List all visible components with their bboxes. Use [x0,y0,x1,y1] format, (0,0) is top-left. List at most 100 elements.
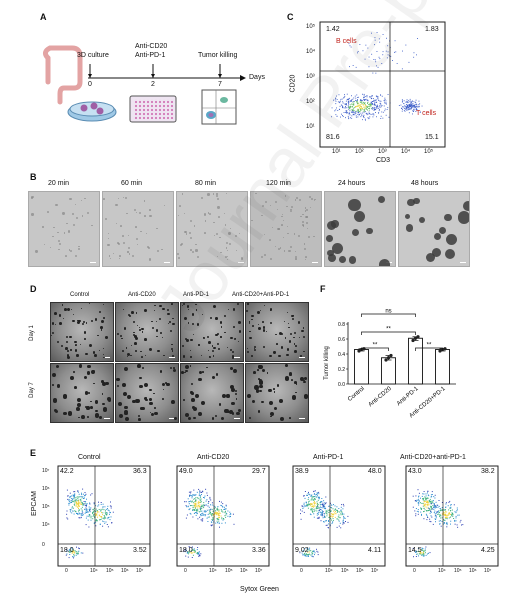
c-t-cells-label: T cells [416,110,437,117]
step-3-day: 7 [218,81,222,88]
c-xlabel: CD3 [376,157,391,164]
f-ytick-label: 0.8 [338,322,345,328]
e-quad-ul: 42.2 [60,468,74,475]
f-ytick-label: 0.2 [338,367,345,373]
c-ytick-3: 10³ [306,74,315,80]
e-plot-2: Anti-CD20 49.0 29.7 18.0 3.36 0 10⁴ 10⁵ 10⁶ 10⁷ [157,454,275,584]
e-plot-title: Anti-CD20 [197,454,230,461]
d-col-3: Anti-PD-1 [183,292,210,298]
e-quad-lr: 3.52 [133,547,147,554]
f-ytick-label: 0.6 [338,337,345,343]
f-significance-label: ** [373,343,378,349]
panel-a-label: A [40,12,47,22]
e-xtick: 10⁴ [438,568,446,574]
cd3-cd20-flow-plot [319,21,446,148]
e-xtick: 10⁷ [255,568,263,574]
e-plot-title: Control [78,454,101,461]
b-time-1: 20 min [48,180,70,187]
e-xtick: 10⁷ [484,568,492,574]
e-xtick: 10⁵ [106,568,114,574]
e-plot-title: Anti-PD-1 [313,454,344,461]
f-bar [381,357,396,385]
e-quad-ul: 49.0 [179,468,193,475]
f-ytick-label: 0.0 [338,382,345,388]
e-xtick: 10⁶ [469,568,477,574]
c-xtick-3: 10³ [378,149,387,155]
f-point [411,338,415,343]
d-tile-day7-anti-cd20 [115,363,179,423]
b-time-2: 60 min [121,180,143,187]
e-xtick: 10⁶ [121,568,129,574]
e-xtick: 10⁶ [240,568,248,574]
e-quad-ll: 14.5 [408,547,422,554]
f-point [443,347,447,351]
b-micrograph-4 [250,191,322,267]
e-flow-plot-svg [405,465,499,567]
c-xtick-2: 10² [355,149,364,155]
f-significance-bracket [361,331,416,335]
f-point [362,347,366,351]
f-significance-bracket [361,347,389,351]
e-ylabel: EPCAM [30,491,38,516]
f-point [384,358,388,362]
e-flow-plot-svg [57,465,151,567]
e-plot-4: Anti-CD20+anti-PD-1 43.0 38.2 14.5 4.25 0 10⁴ 1… [386,454,504,584]
c-quad-ul: 1.42 [326,26,340,33]
timeline-diagram [42,45,246,125]
e-flow-plot-svg [176,465,270,567]
e-xtick: 10⁴ [209,568,217,574]
panel-e-label: E [30,448,37,458]
c-quad-ll: 81.6 [326,134,340,141]
f-ylabel: Tumor killing [323,346,330,380]
e-xtick: 10⁵ [454,568,462,574]
panel-d-label: D [30,284,37,294]
c-xtick-5: 10⁵ [424,149,434,155]
e-plot-3: Anti-PD-1 38.9 48.0 9.02 4.11 0 10⁴ 10⁵ 10⁶ 10⁷ [273,454,391,584]
e-xtick: 10⁴ [90,568,98,574]
d-tile-day1-control [50,302,114,362]
e-xtick: 10⁷ [136,568,144,574]
f-point [389,353,393,358]
e-quad-ll: 18.0 [60,547,74,554]
b-micrograph-6 [398,191,470,267]
panel-c-label: C [287,12,294,22]
e-xtick: 0 [413,568,416,574]
step-1-day: 0 [88,81,92,88]
e-ytick: 0 [42,542,45,548]
c-b-cells-label: B cells [336,38,357,45]
d-tile-day7-combo [245,363,309,423]
f-significance-bracket [415,347,443,351]
f-category-label: Anti-PD-1 [396,386,420,408]
e-xtick: 10⁶ [356,568,364,574]
e-quad-ul: 43.0 [408,468,422,475]
f-point [416,335,420,339]
f-significance-label: ** [386,327,391,333]
step-1-name: 3D culture [77,52,109,59]
c-quad-ur: 1.83 [425,26,439,33]
d-row-2: Day 7 [28,382,35,398]
panel-a: 3D culture 0 Anti-CD20 Anti-PD-1 2 Tumor… [30,20,280,145]
c-quad-lr: 15.1 [425,134,439,141]
panel-c: 10⁵ 10⁴ 10³ 10² 10¹ 10¹ 10² 10³ 10⁴ 10⁵ … [289,14,460,164]
b-time-3: 80 min [195,180,217,187]
e-quad-ur: 29.7 [252,468,266,475]
e-quad-ll: 18.0 [179,547,193,554]
d-tile-day1-combo [245,302,309,362]
panel-f: 0.0 0.2 0.4 0.6 0.8 Control Anti-CD20 Anti-PD-1… [320,288,470,438]
e-xtick: 10⁷ [371,568,379,574]
c-ytick-5: 10⁵ [306,24,316,30]
c-ytick-2: 10² [306,99,315,105]
e-flow-plot-svg [292,465,386,567]
panel-b-label: B [30,172,37,182]
b-time-6: 48 hours [411,180,439,187]
e-plot-1: Control 42.2 36.3 18.0 3.52 10⁷ 10⁶ 10⁵ 10⁴ 0 0 10⁴… [38,454,156,584]
e-quad-lr: 3.36 [252,547,266,554]
e-ytick: 10⁶ [42,486,50,492]
e-ytick: 10⁷ [42,468,50,474]
e-xtick: 10⁵ [225,568,233,574]
d-tile-day7-anti-pd1 [180,363,244,423]
panel-d: Control Anti-CD20 Anti-PD-1 Anti-CD20+An… [28,292,309,423]
panel-f-label: F [320,284,326,294]
f-point [357,349,361,353]
d-tile-day1-anti-pd1 [180,302,244,362]
